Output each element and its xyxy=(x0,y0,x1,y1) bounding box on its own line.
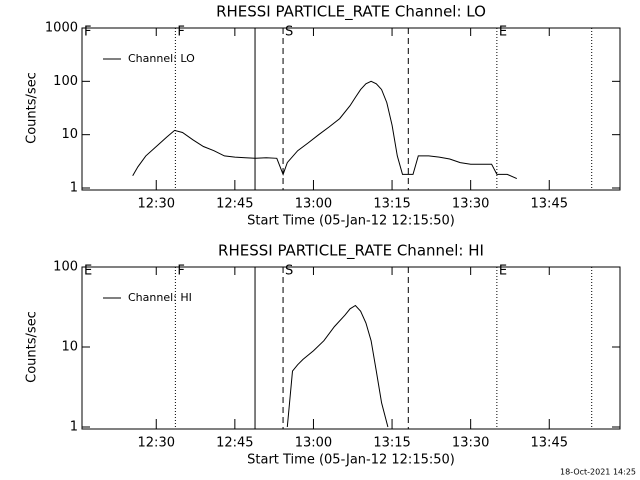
marker-label: E xyxy=(499,264,507,279)
y-tick-label: 1 xyxy=(70,420,78,435)
x-tick-label: 12:30 xyxy=(138,197,175,212)
x-tick-label: 13:45 xyxy=(531,197,568,212)
x-tick-label: 13:15 xyxy=(373,197,410,212)
edge-label: E xyxy=(84,264,92,279)
timestamp: 18-Oct-2021 14:25 xyxy=(560,468,636,477)
data-line xyxy=(132,80,518,180)
marker-label: E xyxy=(499,25,507,40)
y-tick-label: 100 xyxy=(53,74,78,89)
marker-label: S xyxy=(285,264,293,279)
plot-frame xyxy=(81,266,621,430)
plot-frame xyxy=(81,27,621,191)
x-tick-label: 13:15 xyxy=(373,436,410,451)
y-tick-label: 1 xyxy=(70,181,78,196)
x-tick-label: 13:30 xyxy=(452,197,489,212)
edge-label: F xyxy=(84,25,91,40)
legend-label: Channel: HI xyxy=(128,291,192,304)
chart-title: RHESSI PARTICLE_RATE Channel: HI xyxy=(218,242,484,261)
y-tick-label: 1000 xyxy=(45,21,78,36)
y-tick-label: 100 xyxy=(53,260,78,275)
chart-title: RHESSI PARTICLE_RATE Channel: LO xyxy=(216,3,486,22)
marker-label: F xyxy=(177,25,184,40)
y-tick-label: 10 xyxy=(61,340,78,355)
y-axis-label: Counts/sec xyxy=(25,72,40,144)
x-axis-label: Start Time (05-Jan-12 12:15:50) xyxy=(247,453,455,468)
x-tick-label: 13:00 xyxy=(295,436,332,451)
x-tick-label: 13:00 xyxy=(295,197,332,212)
x-tick-label: 12:45 xyxy=(216,197,253,212)
x-tick-label: 13:45 xyxy=(531,436,568,451)
x-axis-label: Start Time (05-Jan-12 12:15:50) xyxy=(247,214,455,229)
x-tick-label: 12:30 xyxy=(138,436,175,451)
marker-label: S xyxy=(285,25,293,40)
x-tick-label: 12:45 xyxy=(216,436,253,451)
x-tick-label: 13:30 xyxy=(452,436,489,451)
y-tick-label: 10 xyxy=(61,127,78,142)
legend-label: Channel: LO xyxy=(128,52,195,65)
y-axis-label: Counts/sec xyxy=(25,311,40,383)
marker-label: F xyxy=(177,264,184,279)
data-line xyxy=(286,304,389,428)
